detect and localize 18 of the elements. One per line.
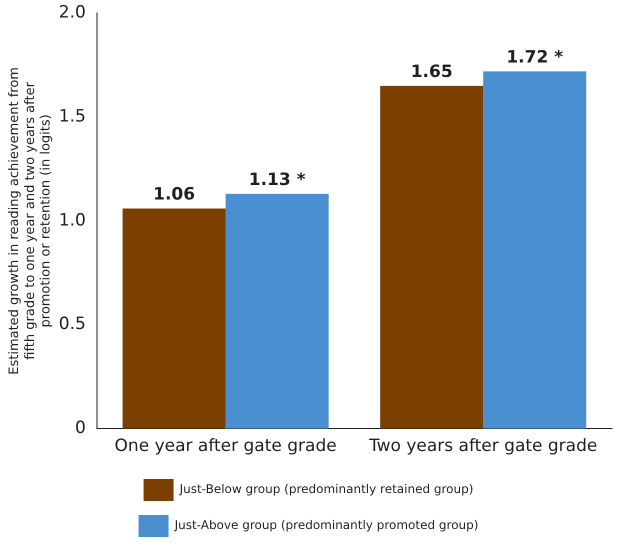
data-label: 1.06 [153,184,196,204]
y-tick-label: 1.5 [58,106,86,126]
bar [226,194,329,429]
legend-label: Just-Below group (predominantly retained group) [178,482,474,496]
y-tick-label: 1.0 [58,210,86,230]
y-tick-label: 2.0 [58,2,86,23]
x-tick-label: Two years after gate grade [368,436,598,456]
data-label: 1.13 * [248,170,306,190]
data-label: 1.72 * [506,47,564,68]
legend-label: Just-Above group (predominantly promoted group) [174,518,478,532]
y-axis-title: Estimated growth in reading achievement from fifth grade to one year and two years after promotion or retention (in logits) [7,67,54,375]
bar [380,86,484,429]
bar [483,71,586,429]
y-tick-label: 0.5 [58,314,86,334]
bar [122,208,226,429]
data-label: 1.65 [410,62,453,82]
y-tick-label: 0 [75,418,86,438]
x-tick-label: One year after gate grade [114,436,337,456]
